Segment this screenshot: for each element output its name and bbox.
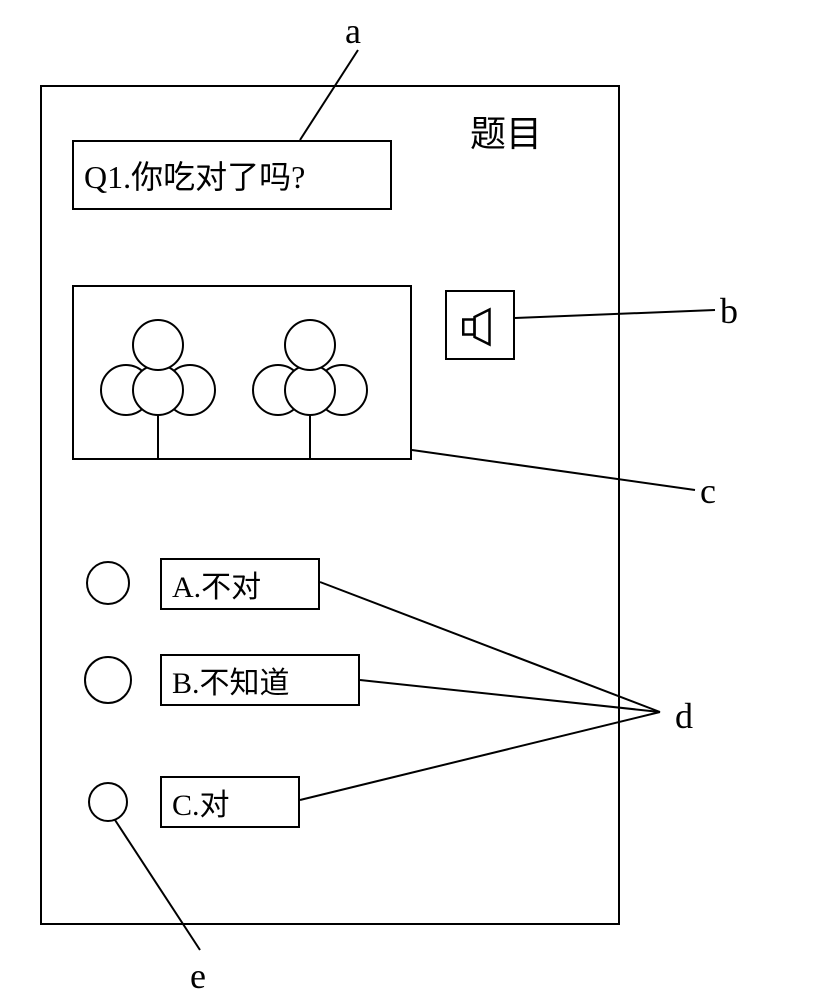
option-label: C.对 — [172, 780, 230, 824]
panel-title: 题目 — [470, 105, 542, 157]
tree-trunk — [157, 414, 159, 458]
speaker-button[interactable] — [445, 290, 515, 360]
option-box-b[interactable]: B.不知道 — [160, 654, 360, 706]
option-box-a[interactable]: A.不对 — [160, 558, 320, 610]
option-radio-b[interactable] — [84, 656, 132, 704]
option-radio-a[interactable] — [86, 561, 130, 605]
tree-circle — [132, 319, 184, 371]
tree-circle — [132, 364, 184, 416]
tree-circle — [284, 364, 336, 416]
tree-trunk — [309, 414, 311, 458]
option-label: B.不知道 — [172, 658, 290, 702]
callout-d: d — [675, 695, 693, 737]
option-radio-c[interactable] — [88, 782, 128, 822]
callout-e: e — [190, 955, 206, 997]
question-text: Q1.你吃对了吗? — [84, 152, 305, 198]
question-box: Q1.你吃对了吗? — [72, 140, 392, 210]
speaker-icon — [457, 302, 507, 352]
callout-b: b — [720, 290, 738, 332]
callout-a: a — [345, 10, 361, 52]
diagram-canvas: 题目 Q1.你吃对了吗? A.不对 B.不知道 C.对 — [0, 0, 813, 1000]
option-box-c[interactable]: C.对 — [160, 776, 300, 828]
callout-c: c — [700, 470, 716, 512]
option-label: A.不对 — [172, 562, 261, 606]
tree-circle — [284, 319, 336, 371]
